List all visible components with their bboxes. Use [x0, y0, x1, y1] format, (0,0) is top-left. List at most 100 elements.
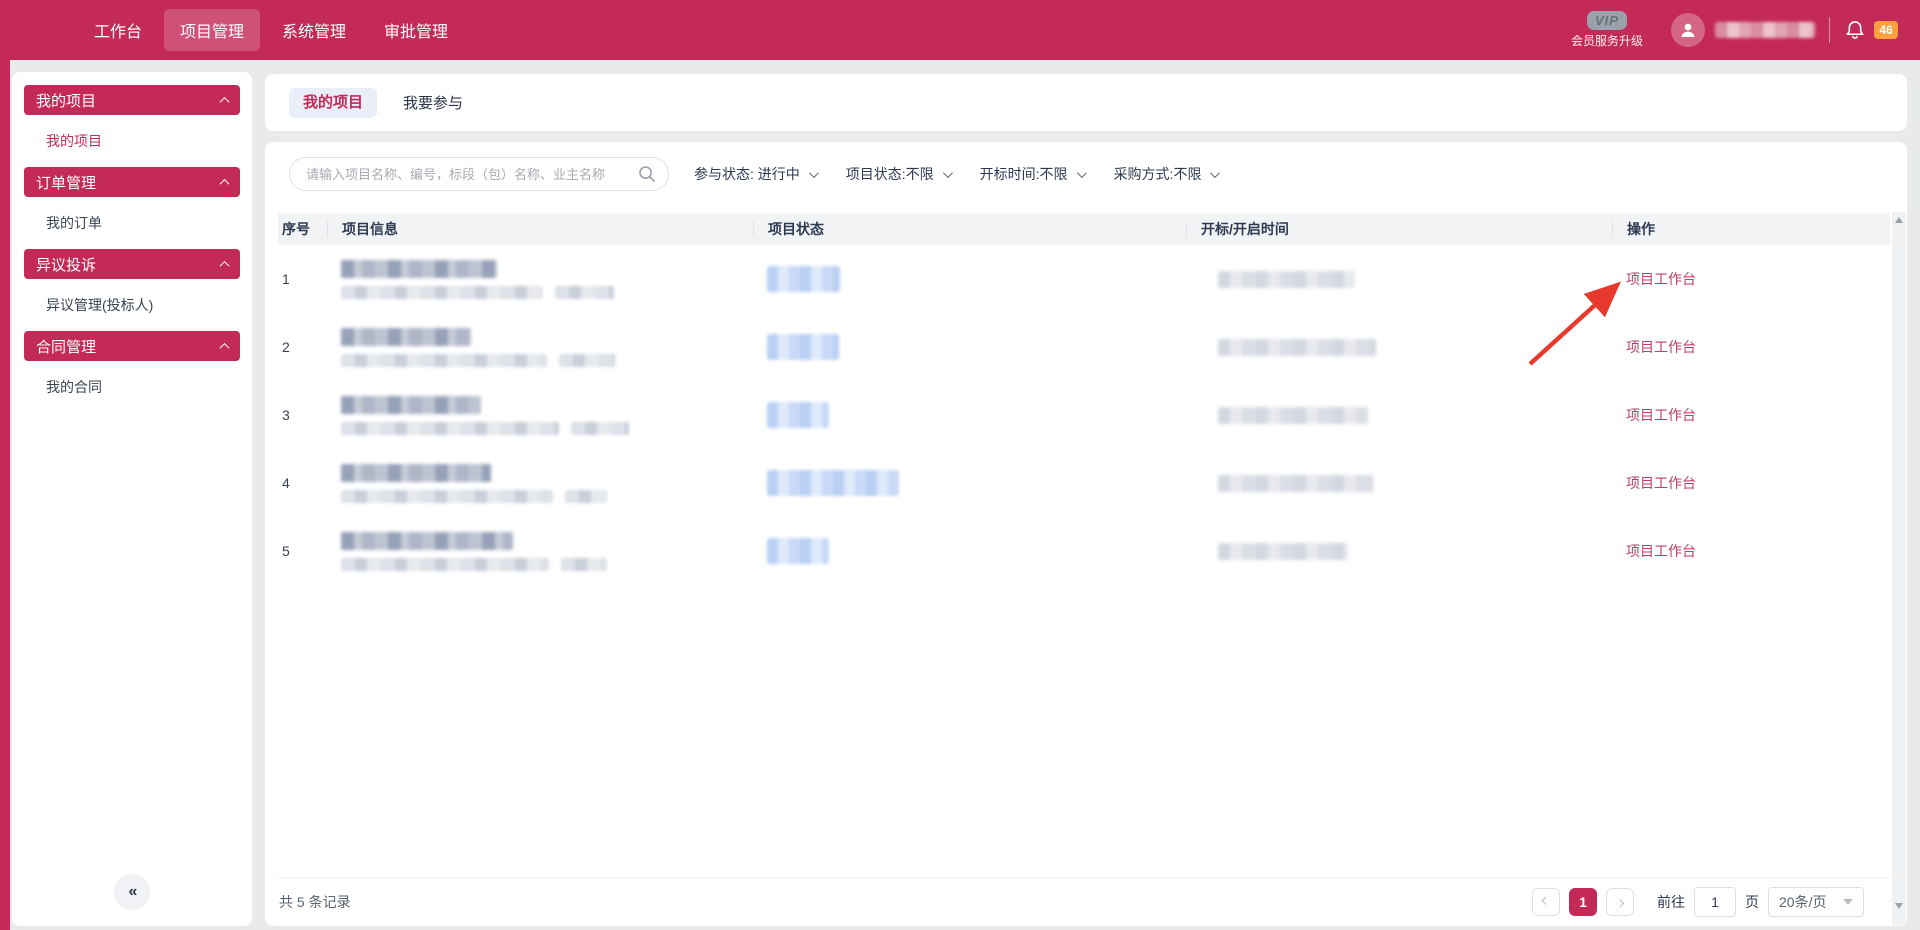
goto-page-input[interactable] [1694, 887, 1736, 917]
filter-label: 项目状态:不限 [845, 166, 934, 182]
status-chip-redacted [767, 266, 840, 292]
prev-page-button[interactable] [1532, 888, 1560, 916]
nav-item-project-management[interactable]: 项目管理 [164, 9, 261, 51]
time-redacted [1218, 270, 1355, 288]
chevron-down-icon [1076, 167, 1087, 178]
filter-procurement-method[interactable]: 采购方式:不限 [1114, 164, 1221, 184]
project-workbench-link[interactable]: 项目工作台 [1626, 339, 1696, 355]
main-nav: 工作台 项目管理 系统管理 审批管理 [78, 9, 464, 51]
sidebar-item-my-contracts[interactable]: 我的合同 [12, 373, 252, 401]
sidebar-group-label: 我的项目 [36, 92, 97, 110]
search-icon[interactable] [637, 164, 657, 184]
sidebar-item-objection-management[interactable]: 异议管理(投标人) [12, 291, 252, 319]
col-header-action: 操作 [1612, 221, 1890, 237]
toolbar: 参与状态: 进行中 项目状态:不限 开标时间:不限 采购方式:不限 [289, 157, 1890, 191]
nav-item-system-management[interactable]: 系统管理 [282, 24, 347, 41]
scroll-down-icon[interactable] [1895, 903, 1903, 909]
chevron-right-icon [1615, 899, 1625, 908]
pager-controls: 1 前往 页 20条/页 [1532, 887, 1864, 917]
project-meta-redacted [571, 421, 629, 435]
sidebar-item-my-orders[interactable]: 我的订单 [12, 209, 252, 237]
sidebar-item-label: 异议管理(投标人) [46, 297, 154, 313]
filter-participation-status[interactable]: 参与状态: 进行中 [694, 164, 819, 184]
row-index: 1 [282, 271, 290, 287]
goto-unit-label: 页 [1745, 894, 1759, 910]
sidebar-collapse-button[interactable]: « [114, 874, 150, 910]
chevron-up-icon [219, 96, 230, 107]
avatar [1671, 13, 1705, 47]
time-redacted [1218, 338, 1376, 356]
project-code-redacted [341, 489, 553, 503]
project-name-redacted [341, 327, 471, 346]
chevron-down-icon [808, 167, 819, 178]
search-box [289, 157, 669, 191]
table-row: 5 项目工作台 [278, 517, 1890, 585]
current-page-button[interactable]: 1 [1569, 888, 1597, 916]
project-code-redacted [341, 421, 559, 435]
sidebar-group-my-projects[interactable]: 我的项目 [24, 85, 240, 115]
projects-table: 序号 项目信息 项目状态 开标/开启时间 操作 1 项目工作台 2 项目工作 [278, 213, 1890, 585]
chevron-down-icon [942, 167, 953, 178]
sidebar-item-label: 我的订单 [46, 215, 102, 231]
filter-label: 参与状态: 进行中 [694, 166, 800, 182]
search-input[interactable] [289, 157, 669, 191]
chevron-left-icon [1541, 896, 1551, 905]
page-size-select[interactable]: 20条/页 [1768, 887, 1864, 917]
project-workbench-link[interactable]: 项目工作台 [1626, 407, 1696, 423]
sidebar-group-label: 订单管理 [36, 174, 97, 192]
project-name-redacted [341, 395, 481, 414]
project-name-redacted [341, 259, 497, 278]
tab-bar: 我的项目 我要参与 [265, 74, 1907, 131]
sidebar-item-label: 我的项目 [46, 133, 102, 149]
user-menu[interactable] [1671, 13, 1815, 47]
project-meta-redacted [561, 557, 607, 571]
scroll-up-icon[interactable] [1895, 217, 1903, 223]
status-chip-redacted [767, 334, 839, 360]
project-workbench-link[interactable]: 项目工作台 [1626, 543, 1696, 559]
col-header-project-info: 项目信息 [327, 221, 753, 237]
sidebar-group-objection-complaint[interactable]: 异议投诉 [24, 249, 240, 279]
filter-bid-opening-time[interactable]: 开标时间:不限 [979, 164, 1087, 184]
tab-my-projects[interactable]: 我的项目 [289, 87, 378, 118]
caret-down-icon [1843, 899, 1853, 905]
top-navbar: 工作台 项目管理 系统管理 审批管理 VIP 会员服务升级 46 [0, 0, 1920, 60]
vip-upgrade[interactable]: VIP 会员服务升级 [1571, 11, 1643, 49]
status-chip-redacted [767, 402, 829, 428]
project-workbench-link[interactable]: 项目工作台 [1626, 271, 1696, 287]
divider [1829, 17, 1830, 43]
content-panel: 参与状态: 进行中 项目状态:不限 开标时间:不限 采购方式:不限 序号 项目信… [265, 142, 1907, 926]
next-page-button[interactable] [1606, 888, 1634, 916]
sidebar-group-contract-management[interactable]: 合同管理 [24, 331, 240, 361]
vip-icon: VIP [1587, 11, 1627, 30]
project-meta-redacted [565, 489, 607, 503]
filter-label: 开标时间:不限 [979, 166, 1068, 182]
left-accent-strip [0, 60, 10, 930]
nav-item-workbench[interactable]: 工作台 [94, 24, 143, 41]
sidebar-group-order-management[interactable]: 订单管理 [24, 167, 240, 197]
total-records-text: 共 5 条记录 [279, 894, 351, 910]
table-header: 序号 项目信息 项目状态 开标/开启时间 操作 [278, 213, 1890, 245]
col-header-project-status: 项目状态 [753, 221, 1186, 237]
project-name-redacted [341, 531, 513, 550]
project-code-redacted [341, 557, 549, 571]
project-workbench-link[interactable]: 项目工作台 [1626, 475, 1696, 491]
filter-project-status[interactable]: 项目状态:不限 [845, 164, 953, 184]
notification-bell[interactable]: 46 [1844, 19, 1898, 41]
tab-want-to-participate[interactable]: 我要参与 [403, 95, 464, 112]
sidebar: 我的项目 我的项目 订单管理 我的订单 异议投诉 异议管理(投标人) 合同管理 … [12, 72, 252, 926]
chevron-up-icon [219, 342, 230, 353]
project-meta-redacted [555, 285, 614, 299]
goto-label: 前往 [1657, 894, 1685, 910]
project-meta-redacted [559, 353, 615, 367]
table-row: 3 项目工作台 [278, 381, 1890, 449]
table-row: 4 项目工作台 [278, 449, 1890, 517]
nav-item-approval-management[interactable]: 审批管理 [384, 24, 449, 41]
sidebar-group-label: 异议投诉 [36, 256, 97, 274]
table-row: 2 项目工作台 [278, 313, 1890, 381]
pagination-bar: 共 5 条记录 1 前往 页 20条/页 [278, 877, 1890, 926]
user-name-redacted [1715, 22, 1815, 38]
sidebar-item-my-projects[interactable]: 我的项目 [12, 127, 252, 155]
vertical-scrollbar[interactable] [1892, 212, 1906, 925]
sidebar-group-label: 合同管理 [36, 338, 97, 356]
page-size-value: 20条/页 [1779, 894, 1827, 910]
